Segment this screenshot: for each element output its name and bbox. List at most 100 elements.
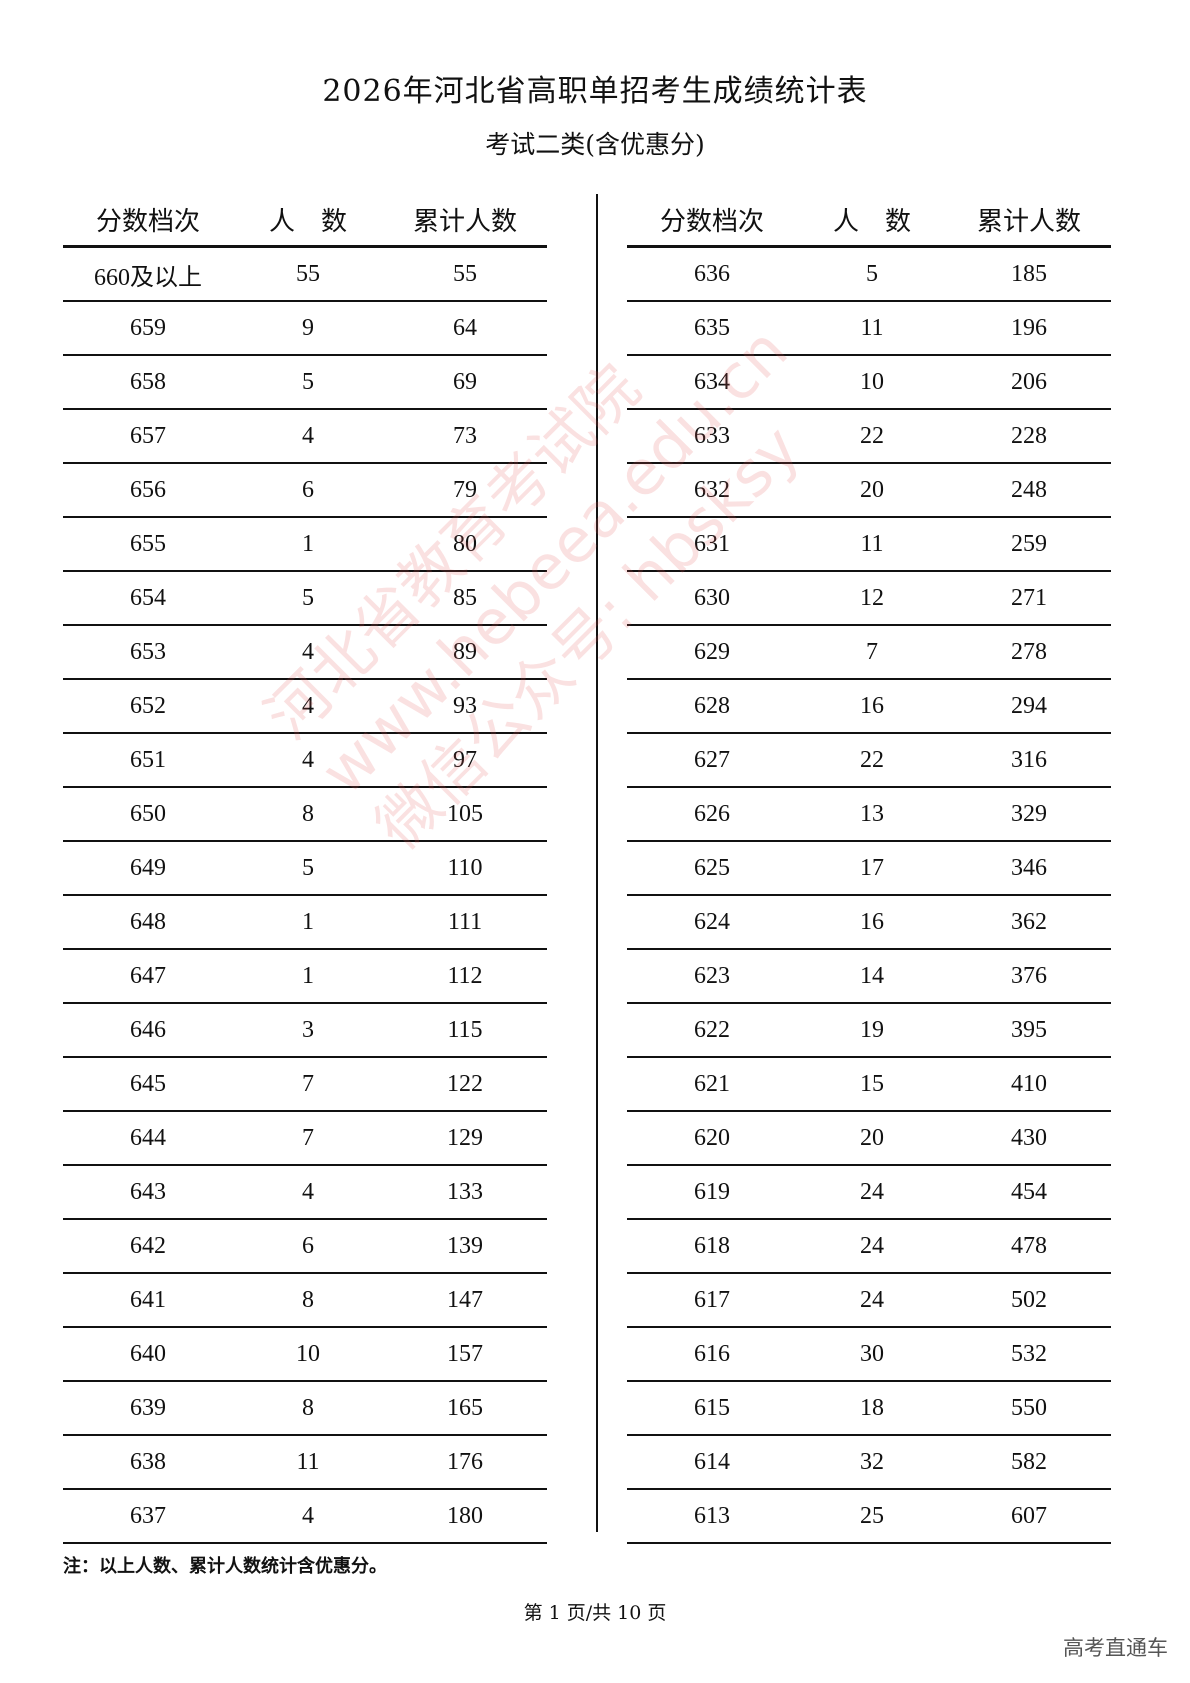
score-table-left: 分数档次 人 数 累计人数 660及以上 55 55 659 9 64 658 5 69 657 4… <box>63 194 547 1544</box>
table-row: 622 19 395 <box>627 1004 1111 1058</box>
table-row: 628 16 294 <box>627 680 1111 734</box>
cell-cumulative: 185 <box>1011 260 1047 287</box>
cell-cumulative: 73 <box>453 422 477 449</box>
cell-cumulative: 376 <box>1011 962 1047 989</box>
table-row: 619 24 454 <box>627 1166 1111 1220</box>
table-row: 615 18 550 <box>627 1382 1111 1436</box>
footnote: 注：以上人数、累计人数统计含优惠分。 <box>63 1556 387 1577</box>
cell-count: 24 <box>860 1232 884 1259</box>
table-row: 647 1 112 <box>63 950 547 1004</box>
table-row: 635 11 196 <box>627 302 1111 356</box>
page-title: 2026年河北省高职单招考生成绩统计表 <box>322 74 868 109</box>
cell-cumulative: 294 <box>1011 692 1047 719</box>
cell-cumulative: 165 <box>447 1394 483 1421</box>
page-number: 第 1 页/共 10 页 <box>523 1602 667 1624</box>
table-row: 646 3 115 <box>63 1004 547 1058</box>
cell-score: 626 <box>694 800 730 827</box>
cell-cumulative: 316 <box>1011 746 1047 773</box>
cell-score: 653 <box>130 638 166 665</box>
cell-score: 621 <box>694 1070 730 1097</box>
cell-cumulative: 139 <box>447 1232 483 1259</box>
cell-score: 647 <box>130 962 166 989</box>
cell-cumulative: 110 <box>447 854 483 881</box>
cell-score: 633 <box>694 422 730 449</box>
cell-count: 4 <box>302 1178 314 1205</box>
cell-score: 657 <box>130 422 166 449</box>
cell-cumulative: 395 <box>1011 1016 1047 1043</box>
cell-score: 630 <box>694 584 730 611</box>
cell-count: 19 <box>860 1016 884 1043</box>
cell-cumulative: 105 <box>447 800 483 827</box>
cell-score: 654 <box>130 584 166 611</box>
cell-cumulative: 228 <box>1011 422 1047 449</box>
cell-score: 648 <box>130 908 166 935</box>
cell-cumulative: 176 <box>447 1448 483 1475</box>
cell-count: 20 <box>860 1124 884 1151</box>
cell-score: 637 <box>130 1502 166 1529</box>
header-cumulative: 累计人数 <box>976 207 1081 237</box>
cell-cumulative: 329 <box>1011 800 1047 827</box>
score-table-right: 分数档次 人 数 累计人数 636 5 185 635 11 196 634 10 206 633… <box>627 194 1111 1544</box>
cell-count: 5 <box>302 854 314 881</box>
cell-cumulative: 133 <box>447 1178 483 1205</box>
cell-score: 623 <box>694 962 730 989</box>
cell-cumulative: 410 <box>1011 1070 1047 1097</box>
cell-count: 3 <box>302 1016 314 1043</box>
cell-cumulative: 196 <box>1011 314 1047 341</box>
cell-count: 24 <box>860 1178 884 1205</box>
cell-cumulative: 129 <box>447 1124 483 1151</box>
cell-cumulative: 430 <box>1011 1124 1047 1151</box>
cell-cumulative: 454 <box>1011 1178 1047 1205</box>
table-row: 649 5 110 <box>63 842 547 896</box>
cell-count: 55 <box>296 260 320 287</box>
cell-score: 614 <box>694 1448 730 1475</box>
table-row: 651 4 97 <box>63 734 547 788</box>
cell-count: 8 <box>302 800 314 827</box>
cell-count: 13 <box>860 800 884 827</box>
cell-count: 20 <box>860 476 884 503</box>
cell-count: 4 <box>302 692 314 719</box>
cell-score: 639 <box>130 1394 166 1421</box>
table-row: 650 8 105 <box>63 788 547 842</box>
brand-watermark: 高考直通车 <box>1063 1636 1168 1660</box>
cell-count: 32 <box>860 1448 884 1475</box>
cell-count: 22 <box>860 746 884 773</box>
cell-count: 7 <box>302 1070 314 1097</box>
cell-score: 625 <box>694 854 730 881</box>
header-cumulative: 累计人数 <box>412 207 517 237</box>
cell-score: 617 <box>694 1286 730 1313</box>
table-header: 分数档次 人 数 累计人数 <box>63 194 547 248</box>
table-row: 654 5 85 <box>63 572 547 626</box>
table-row: 617 24 502 <box>627 1274 1111 1328</box>
cell-score: 613 <box>694 1502 730 1529</box>
cell-cumulative: 64 <box>453 314 477 341</box>
cell-score: 634 <box>694 368 730 395</box>
cell-cumulative: 271 <box>1011 584 1047 611</box>
cell-score: 649 <box>130 854 166 881</box>
table-row: 626 13 329 <box>627 788 1111 842</box>
table-row: 653 4 89 <box>63 626 547 680</box>
cell-score: 618 <box>694 1232 730 1259</box>
cell-count: 8 <box>302 1286 314 1313</box>
cell-cumulative: 362 <box>1011 908 1047 935</box>
table-row: 625 17 346 <box>627 842 1111 896</box>
table-row: 621 15 410 <box>627 1058 1111 1112</box>
cell-cumulative: 147 <box>447 1286 483 1313</box>
cell-score: 650 <box>130 800 166 827</box>
cell-score: 644 <box>130 1124 166 1151</box>
cell-cumulative: 550 <box>1011 1394 1047 1421</box>
cell-count: 4 <box>302 1502 314 1529</box>
cell-count: 30 <box>860 1340 884 1367</box>
table-row: 616 30 532 <box>627 1328 1111 1382</box>
cell-count: 4 <box>302 422 314 449</box>
cell-cumulative: 180 <box>447 1502 483 1529</box>
cell-cumulative: 346 <box>1011 854 1047 881</box>
table-row: 641 8 147 <box>63 1274 547 1328</box>
table-row: 644 7 129 <box>63 1112 547 1166</box>
cell-score: 636 <box>694 260 730 287</box>
table-header: 分数档次 人 数 累计人数 <box>627 194 1111 248</box>
cell-cumulative: 93 <box>453 692 477 719</box>
cell-count: 15 <box>860 1070 884 1097</box>
cell-count: 16 <box>860 692 884 719</box>
cell-count: 7 <box>302 1124 314 1151</box>
